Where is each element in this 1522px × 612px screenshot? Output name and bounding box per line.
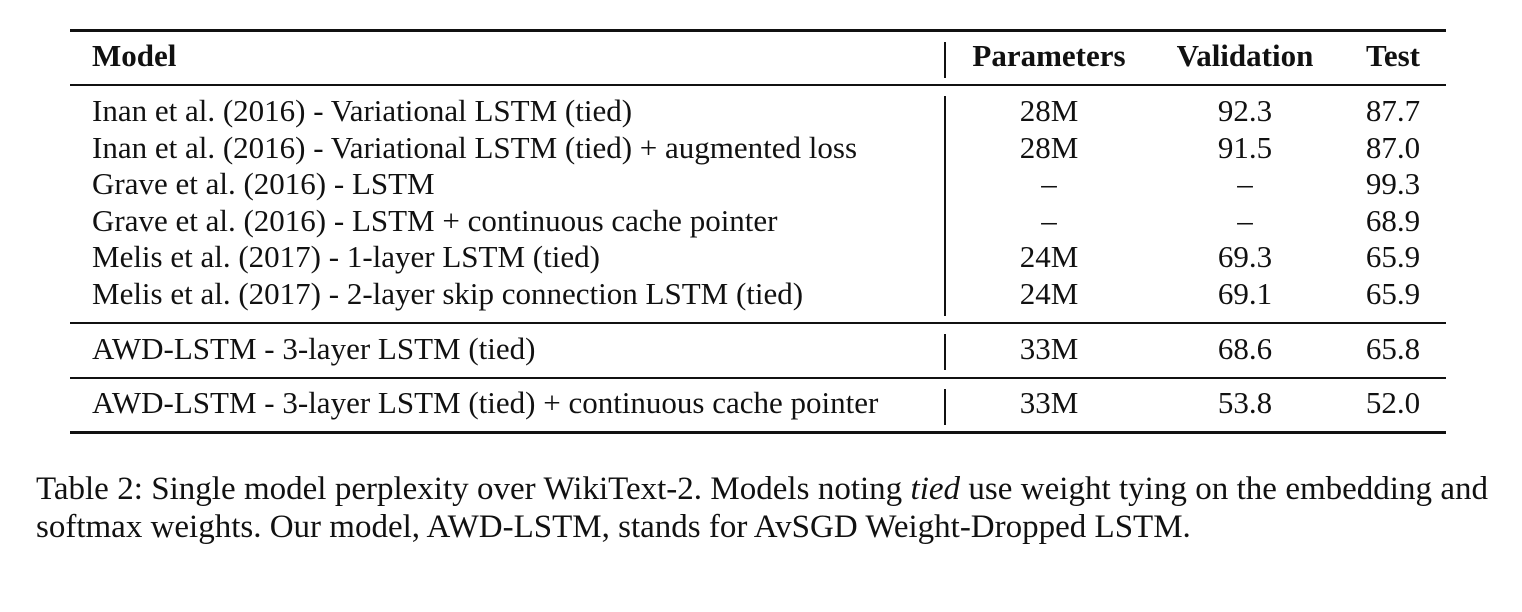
- header-model: Model: [92, 38, 177, 73]
- column-separator: [944, 389, 946, 425]
- row-test: 65.9: [1365, 239, 1421, 274]
- row-validation: 91.5: [1217, 130, 1273, 165]
- row-parameters: 24M: [1019, 239, 1079, 274]
- row-parameters: 33M: [1019, 385, 1079, 420]
- row-parameters: 28M: [1019, 93, 1079, 128]
- row-model: Melis et al. (2017) - 1-layer LSTM (tied…: [92, 239, 600, 274]
- row-validation: 69.3: [1217, 239, 1273, 274]
- row-test: 65.9: [1365, 276, 1421, 311]
- column-separator: [944, 96, 946, 316]
- row-validation: 92.3: [1217, 93, 1273, 128]
- row-model: Melis et al. (2017) - 2-layer skip conne…: [92, 276, 804, 311]
- row-test: 68.9: [1365, 203, 1421, 238]
- row-validation: 69.1: [1217, 276, 1273, 311]
- header-validation: Validation: [1176, 38, 1314, 73]
- row-test: 65.8: [1365, 331, 1421, 366]
- header-bottom-rule: [70, 84, 1446, 86]
- header-parameters: Parameters: [972, 38, 1126, 73]
- group-divider-rule: [70, 377, 1446, 379]
- row-test: 52.0: [1365, 385, 1421, 420]
- row-model: AWD-LSTM - 3-layer LSTM (tied) + continu…: [92, 385, 879, 420]
- row-parameters: –: [1041, 203, 1057, 238]
- group-divider-rule: [70, 322, 1446, 324]
- row-parameters: –: [1041, 166, 1057, 201]
- column-separator: [944, 42, 946, 78]
- column-separator: [944, 334, 946, 370]
- row-parameters: 24M: [1019, 276, 1079, 311]
- row-test: 87.7: [1365, 93, 1421, 128]
- row-test: 87.0: [1365, 130, 1421, 165]
- row-validation: –: [1237, 203, 1253, 238]
- caption-emphasis: tied: [910, 471, 961, 507]
- caption-text-start: Table 2: Single model perplexity over Wi…: [36, 471, 911, 507]
- row-parameters: 33M: [1019, 331, 1079, 366]
- caption-text-end: use weight tying on the embedding and so…: [36, 471, 1488, 545]
- row-parameters: 28M: [1019, 130, 1079, 165]
- row-model: Inan et al. (2016) - Variational LSTM (t…: [92, 130, 858, 165]
- row-model: Grave et al. (2016) - LSTM + continuous …: [92, 203, 778, 238]
- row-model: AWD-LSTM - 3-layer LSTM (tied): [92, 331, 536, 366]
- header-test: Test: [1366, 38, 1420, 73]
- table-caption: Table 2: Single model perplexity over Wi…: [36, 470, 1488, 546]
- table-bottom-rule: [70, 431, 1446, 434]
- row-model: Inan et al. (2016) - Variational LSTM (t…: [92, 93, 633, 128]
- row-validation: 53.8: [1217, 385, 1273, 420]
- row-test: 99.3: [1365, 166, 1421, 201]
- row-validation: –: [1237, 166, 1253, 201]
- row-validation: 68.6: [1217, 331, 1273, 366]
- row-model: Grave et al. (2016) - LSTM: [92, 166, 435, 201]
- table-top-rule: [70, 29, 1446, 32]
